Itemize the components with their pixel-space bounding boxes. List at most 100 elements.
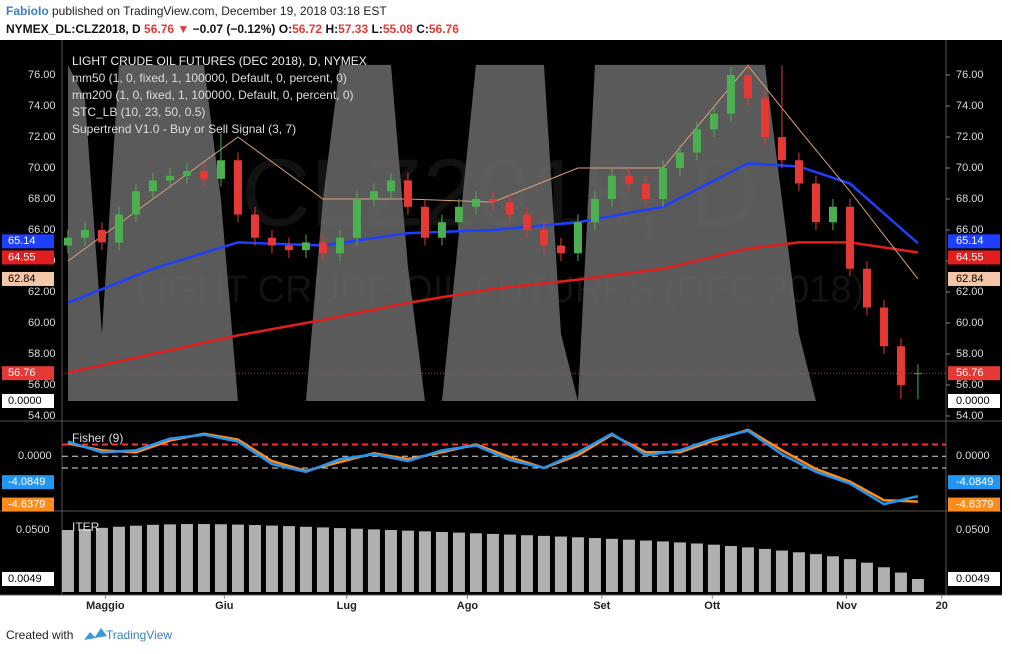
y-tick-label: 68.00 (28, 193, 56, 205)
iter-bar (605, 538, 618, 592)
iter-title: ITER (72, 520, 100, 534)
legend-entry: STC_LB (10, 23, 50, 0.5) (72, 105, 205, 119)
x-tick-label: 20 (936, 600, 948, 612)
candle-body (352, 199, 361, 238)
ma-last-value-box (2, 250, 54, 265)
fisher-last-value: -4.0849 (8, 476, 45, 488)
y-tick-label: 74.00 (956, 100, 984, 112)
c-val: 56.76 (429, 22, 459, 36)
iter-bar (707, 544, 720, 592)
y-tick-label: 62.00 (28, 286, 56, 298)
candle-body (675, 152, 684, 169)
y-tick-label: 66.00 (956, 224, 984, 236)
y-tick-label: 60.00 (28, 317, 56, 329)
iter-last-value-box (2, 571, 54, 586)
candle-body (148, 180, 157, 192)
y-tick-label: 68.00 (956, 193, 984, 205)
iter-bar (333, 528, 346, 592)
iter-bar (792, 552, 805, 592)
iter-bar (894, 572, 907, 592)
ma-line (67, 64, 919, 280)
fisher-tick-label: 0.0000 (956, 450, 990, 462)
iter-bar (911, 578, 924, 592)
supertrend-last-value-box (2, 271, 54, 286)
y-tick-label: 70.00 (956, 162, 984, 174)
iter-bar (843, 559, 856, 592)
iter-bar (758, 548, 771, 592)
candle-body (539, 230, 548, 246)
candle-body (471, 199, 480, 207)
candle-body (590, 199, 599, 223)
logo (84, 628, 107, 640)
ma-last-value: 64.55 (956, 251, 984, 263)
candle-body (284, 245, 293, 251)
candle-body (726, 75, 735, 114)
candle-body (233, 160, 242, 215)
candle-body (199, 171, 208, 179)
last-price-box (2, 366, 54, 381)
iter-bar (112, 526, 125, 592)
c-key: C: (416, 22, 429, 36)
author[interactable]: FabioIo (6, 4, 49, 18)
fisher-last-value-box (948, 475, 1000, 490)
iter-bar (741, 547, 754, 592)
iter-bar (78, 528, 91, 592)
iter-bar (316, 527, 329, 592)
y-tick-label: 74.00 (28, 100, 56, 112)
y-tick-label: 76.00 (28, 69, 56, 81)
candle-body (505, 202, 514, 215)
ma-line (67, 162, 919, 304)
candle-body (607, 175, 616, 200)
iter-tick-label: 0.0500 (16, 524, 50, 536)
iter-bar (486, 533, 499, 592)
y-tick-label: 66.00 (28, 224, 56, 236)
candle-body (692, 129, 701, 153)
footer-brand[interactable]: TradingView (106, 628, 172, 642)
iter-bar (435, 531, 448, 592)
candle-body (250, 214, 259, 238)
x-tick-label: Ago (457, 600, 479, 612)
ma-last-value-box (948, 234, 1000, 249)
candle-body (794, 160, 803, 184)
iter-tick-label: 0.0500 (956, 524, 990, 536)
price: 56.76 (144, 22, 174, 36)
iter-bar (265, 525, 278, 592)
iter-bar (418, 531, 431, 592)
candle-body (165, 175, 174, 181)
y-tick-label: 58.00 (28, 348, 56, 360)
candle-body (760, 98, 769, 138)
fisher-last-value: -4.0849 (956, 476, 993, 488)
candle-body (658, 168, 667, 200)
y-tick-label: 54.00 (28, 410, 56, 422)
iter-bar (61, 530, 74, 592)
candle-body (896, 346, 905, 385)
iter-bar (520, 535, 533, 592)
candle-body (267, 237, 276, 246)
ma-last-value: 65.14 (8, 235, 36, 247)
x-tick-label: Set (593, 600, 610, 612)
candle-body (63, 237, 72, 246)
plot-layer: CLZ2018, DLIGHT CRUDE OIL FUTURES (DEC 2… (0, 40, 1002, 596)
candle-body (777, 137, 786, 161)
iter-bar (231, 524, 244, 592)
iter-bar (537, 535, 550, 592)
iter-bar (588, 538, 601, 592)
iter-bar (826, 556, 839, 592)
l-key: L: (372, 22, 383, 36)
stc-last-value: 0.0000 (8, 395, 42, 407)
y-tick-label: 58.00 (956, 348, 984, 360)
iter-bar (656, 541, 669, 592)
candle-body (301, 242, 310, 251)
stc-last-value-box (2, 394, 54, 409)
arrow: ▼ (177, 22, 189, 36)
x-tick-label: Nov (836, 600, 858, 612)
candle-body (828, 206, 837, 223)
iter-bar (673, 542, 686, 592)
iter-last-value: 0.0049 (8, 573, 42, 585)
candle-body (369, 191, 378, 200)
iter-bar (877, 567, 890, 592)
legend-title: LIGHT CRUDE OIL FUTURES (DEC 2018), D, N… (72, 54, 367, 68)
iter-bar (860, 562, 873, 592)
fisher-last-value-box (2, 475, 54, 490)
iter-bar (180, 524, 193, 592)
